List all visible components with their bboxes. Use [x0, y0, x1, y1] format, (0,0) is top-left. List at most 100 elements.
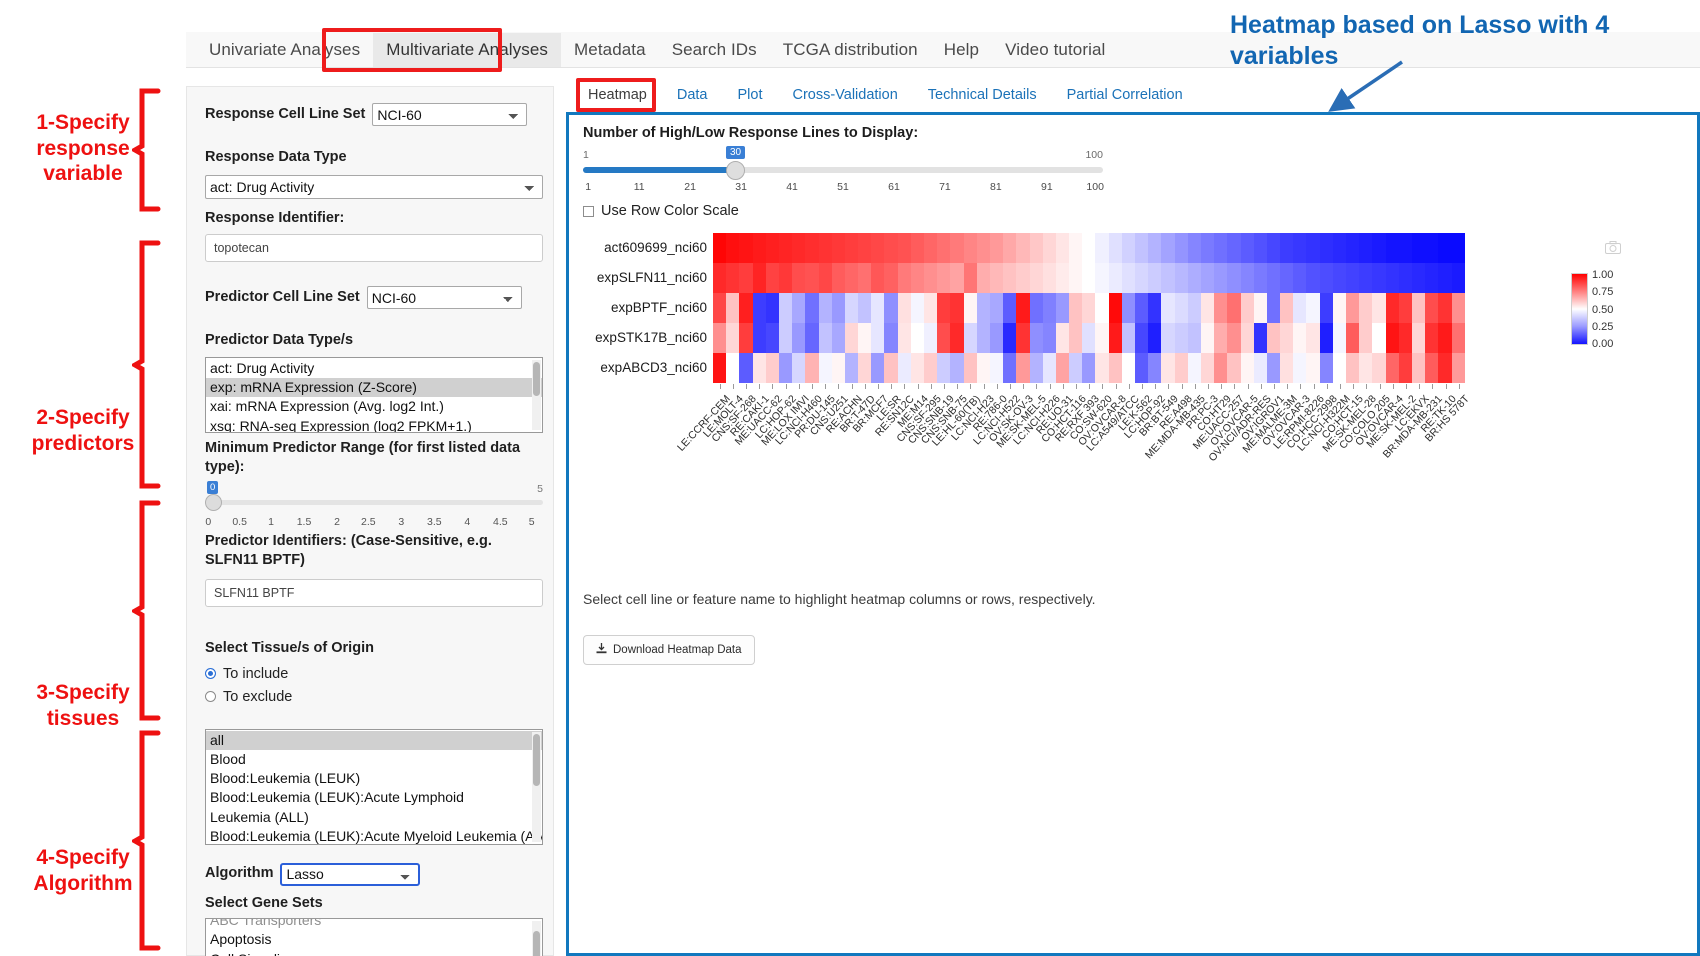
heatmap-cell[interactable]: [1398, 263, 1412, 293]
heatmap-cell[interactable]: [1240, 263, 1254, 293]
heatmap-cell[interactable]: [950, 263, 964, 293]
heatmap-cell[interactable]: [1332, 233, 1346, 263]
heatmap-cell[interactable]: [1003, 293, 1017, 323]
heatmap-cell[interactable]: [1266, 293, 1281, 323]
slider-handle[interactable]: [205, 493, 222, 511]
heatmap-cell[interactable]: [976, 323, 990, 353]
heatmap-cell[interactable]: [1411, 323, 1426, 353]
gene-sets-listbox[interactable]: ABC Transporters Apoptosis Cell Signalin…: [205, 918, 543, 956]
heatmap-cell[interactable]: [805, 233, 819, 263]
heatmap-cell[interactable]: [950, 353, 964, 383]
heatmap-cell[interactable]: [1319, 323, 1333, 353]
predictor-identifiers-input[interactable]: [205, 578, 543, 607]
heatmap-cell[interactable]: [1438, 263, 1452, 293]
heatmap-cell[interactable]: [1121, 263, 1135, 293]
camera-icon[interactable]: [1605, 241, 1621, 259]
heatmap-cell[interactable]: [884, 233, 898, 263]
heatmap-cell[interactable]: [950, 323, 964, 353]
heatmap-cell[interactable]: [910, 263, 924, 293]
heatmap-cell[interactable]: [778, 233, 793, 263]
heatmap-row-label[interactable]: expABCD3_nci60: [600, 360, 707, 375]
heatmap-cell[interactable]: [1411, 263, 1426, 293]
heatmap-cell[interactable]: [1240, 323, 1254, 353]
heatmap-cell[interactable]: [844, 323, 859, 353]
heatmap-cell[interactable]: [1385, 293, 1399, 323]
heatmap-cell[interactable]: [713, 293, 727, 323]
heatmap-cell[interactable]: [1082, 233, 1096, 263]
heatmap-cell[interactable]: [1161, 293, 1175, 323]
heatmap-cell[interactable]: [1253, 233, 1267, 263]
heatmap-cell[interactable]: [1214, 293, 1228, 323]
heatmap-cell[interactable]: [1016, 353, 1030, 383]
heatmap-cell[interactable]: [950, 293, 964, 323]
heatmap-cell[interactable]: [1227, 293, 1241, 323]
tab-partial-correlation[interactable]: Partial Correlation: [1066, 87, 1183, 103]
heatmap-cell[interactable]: [989, 233, 1004, 263]
heatmap-cell[interactable]: [713, 233, 727, 263]
heatmap-cell[interactable]: [1174, 353, 1188, 383]
radio-exclude[interactable]: [205, 691, 216, 702]
heatmap-cell[interactable]: [858, 263, 872, 293]
heatmap-cell[interactable]: [844, 293, 859, 323]
heatmap-cell[interactable]: [1003, 353, 1017, 383]
display-lines-slider[interactable]: 30 1 100: [583, 146, 1103, 180]
heatmap-cell[interactable]: [1372, 323, 1386, 353]
use-row-color-scale-row[interactable]: Use Row Color Scale: [583, 203, 1683, 219]
heatmap-cell[interactable]: [884, 323, 898, 353]
nav-item-search-ids[interactable]: Search IDs: [671, 39, 757, 59]
algorithm-select[interactable]: Lasso: [280, 862, 421, 886]
heatmap-cell[interactable]: [1029, 263, 1043, 293]
heatmap-cell[interactable]: [1121, 353, 1135, 383]
heatmap-cell[interactable]: [831, 233, 845, 263]
list-item[interactable]: exp: mRNA Expression (Z-Score): [206, 378, 542, 398]
heatmap-cell[interactable]: [1411, 293, 1426, 323]
heatmap-cell[interactable]: [1306, 323, 1320, 353]
heatmap-cell[interactable]: [1359, 323, 1373, 353]
heatmap-cell[interactable]: [1451, 323, 1465, 353]
heatmap-cell[interactable]: [778, 323, 793, 353]
heatmap-cell[interactable]: [897, 233, 911, 263]
tab-data[interactable]: Data: [676, 87, 708, 103]
heatmap-cell[interactable]: [1293, 293, 1307, 323]
heatmap-cell[interactable]: [1135, 353, 1149, 383]
heatmap-cell[interactable]: [726, 353, 740, 383]
heatmap-cell[interactable]: [1187, 233, 1201, 263]
heatmap-cell[interactable]: [1214, 233, 1228, 263]
heatmap-row-label[interactable]: expSTK17B_nci60: [595, 330, 707, 345]
listbox-scrollbar[interactable]: [532, 921, 541, 956]
heatmap-cell[interactable]: [831, 323, 845, 353]
heatmap-cell[interactable]: [1293, 353, 1307, 383]
heatmap-cell[interactable]: [1346, 263, 1360, 293]
heatmap-cell[interactable]: [1306, 233, 1320, 263]
heatmap-cell[interactable]: [1148, 293, 1162, 323]
heatmap-cell[interactable]: [778, 263, 793, 293]
heatmap-cell[interactable]: [1332, 263, 1346, 293]
heatmap-cell[interactable]: [1121, 293, 1135, 323]
response-identifier-input[interactable]: [205, 234, 543, 263]
heatmap-cell[interactable]: [1438, 323, 1452, 353]
heatmap-cell[interactable]: [937, 323, 951, 353]
heatmap-cell[interactable]: [1425, 233, 1439, 263]
heatmap-cell[interactable]: [1319, 263, 1333, 293]
heatmap-cell[interactable]: [765, 323, 779, 353]
heatmap-cell[interactable]: [1359, 353, 1373, 383]
heatmap-cell[interactable]: [1148, 233, 1162, 263]
heatmap-cell[interactable]: [1016, 293, 1030, 323]
heatmap-cell[interactable]: [1135, 323, 1149, 353]
nav-item-help[interactable]: Help: [943, 39, 980, 59]
heatmap-cell[interactable]: [1082, 323, 1096, 353]
heatmap-cell[interactable]: [937, 263, 951, 293]
heatmap-cell[interactable]: [726, 323, 740, 353]
heatmap-row-label[interactable]: expSLFN11_nci60: [596, 270, 707, 285]
heatmap-cell[interactable]: [765, 293, 779, 323]
heatmap-cell[interactable]: [778, 293, 793, 323]
heatmap-cell[interactable]: [1095, 353, 1109, 383]
heatmap-cell[interactable]: [805, 293, 819, 323]
heatmap-cell[interactable]: [924, 323, 938, 353]
heatmap-cell[interactable]: [1214, 263, 1228, 293]
heatmap-cell[interactable]: [871, 353, 885, 383]
heatmap-cell[interactable]: [1200, 293, 1215, 323]
heatmap-cell[interactable]: [1280, 323, 1294, 353]
heatmap-cell[interactable]: [1451, 263, 1465, 293]
heatmap-cell[interactable]: [897, 323, 911, 353]
